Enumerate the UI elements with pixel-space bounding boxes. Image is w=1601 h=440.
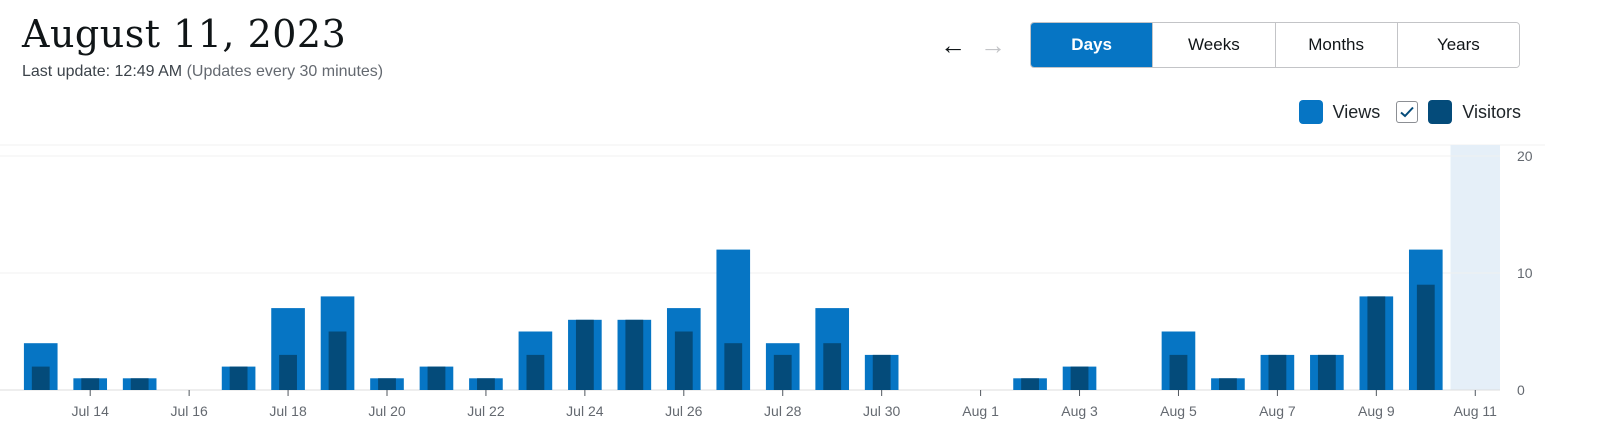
legend-visitors-label: Visitors <box>1462 101 1521 122</box>
legend-views: Views <box>1298 100 1381 124</box>
last-update-text: Last update: 12:49 AM (Updates every 30 … <box>22 63 383 81</box>
x-tick-label: Aug 7 <box>1259 403 1296 419</box>
visitors-swatch <box>1428 100 1453 124</box>
arrow-right-icon[interactable]: → <box>980 30 1006 60</box>
visitors-bar <box>872 354 891 390</box>
visitors-bar <box>724 343 743 390</box>
x-tick-label: Aug 1 <box>962 403 999 419</box>
page-title: August 11, 2023 <box>22 12 347 56</box>
x-tick-label: Aug 11 <box>1454 403 1498 419</box>
chart-legend: Views Visitors <box>1283 100 1521 124</box>
x-tick-label: Jul 16 <box>170 403 208 419</box>
y-tick-label: 10 <box>1517 265 1533 281</box>
x-tick-label: Aug 5 <box>1160 403 1197 419</box>
visitors-bar <box>1317 354 1336 390</box>
views-swatch <box>1298 100 1323 124</box>
visitors-bar <box>477 378 495 390</box>
last-update-time: Last update: 12:49 AM <box>22 63 183 80</box>
visitors-bar <box>625 319 644 390</box>
visitors-bar <box>1268 354 1287 390</box>
visitors-bar <box>773 354 792 390</box>
visitors-bar <box>81 378 100 390</box>
visitors-bar <box>674 331 693 390</box>
tab-weeks[interactable]: Weeks <box>1152 23 1275 67</box>
visitors-bar <box>1219 378 1237 390</box>
period-segmented-control: Days Weeks Months Years <box>1030 22 1520 68</box>
visitors-bar <box>328 331 347 390</box>
x-tick-label: Aug 9 <box>1358 403 1395 419</box>
visitors-bar <box>279 354 297 390</box>
tab-years[interactable]: Years <box>1396 23 1519 67</box>
legend-views-label: Views <box>1332 101 1381 122</box>
visitors-bar <box>526 354 545 390</box>
x-tick-label: Aug 3 <box>1061 403 1098 419</box>
checkmark-icon <box>1400 106 1415 118</box>
update-frequency-note: (Updates every 30 minutes) <box>186 63 384 80</box>
period-navigation: ← → <box>936 30 1010 60</box>
x-tick-label: Jul 14 <box>72 403 110 419</box>
visitors-bar <box>378 378 396 390</box>
y-tick-label: 20 <box>1517 148 1533 164</box>
x-tick-label: Jul 26 <box>665 403 703 419</box>
views-visitors-bar-chart: 0 10 20 Jul 14 Jul 16 Jul 18 Jul 20 Jul 22 Jul 2… <box>0 144 1545 419</box>
visitors-bar <box>31 366 50 390</box>
visitors-bar <box>1367 296 1386 390</box>
visitors-bar <box>1021 378 1039 390</box>
visitors-bar <box>1169 354 1188 390</box>
tab-months[interactable]: Months <box>1274 23 1397 67</box>
visitors-bar <box>575 319 594 390</box>
highlighted-day-column <box>1450 145 1500 390</box>
visitors-bar <box>1070 366 1089 390</box>
y-tick-label: 0 <box>1517 382 1525 398</box>
arrow-left-icon[interactable]: ← <box>940 30 966 60</box>
visitors-toggle-checkbox[interactable] <box>1396 101 1419 123</box>
legend-visitors: Visitors <box>1396 100 1521 124</box>
visitors-bar <box>1416 284 1435 390</box>
x-tick-label: Jul 24 <box>566 403 604 419</box>
x-tick-label: Jul 28 <box>764 403 802 419</box>
visitors-bar <box>130 378 149 390</box>
x-tick-label: Jul 20 <box>368 403 406 419</box>
x-tick-label: Jul 30 <box>863 403 901 419</box>
visitors-bar <box>823 343 842 390</box>
tab-days[interactable]: Days <box>1031 23 1153 67</box>
visitors-bar <box>427 366 446 390</box>
visitors-bar <box>229 366 248 390</box>
x-tick-label: Jul 22 <box>467 403 505 419</box>
x-tick-label: Jul 18 <box>269 403 307 419</box>
